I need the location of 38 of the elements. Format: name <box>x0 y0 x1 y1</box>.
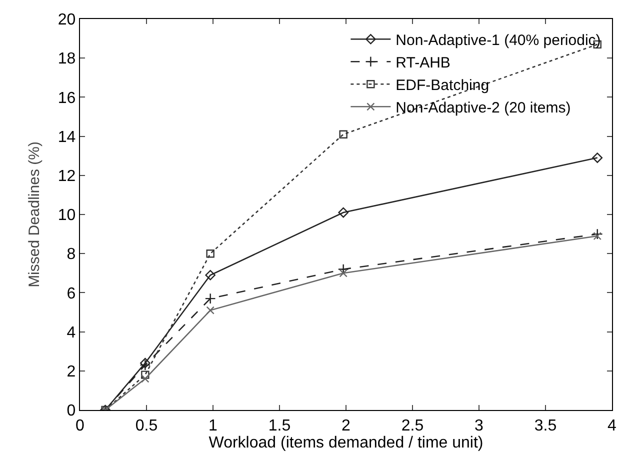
y-tick-label: 0 <box>66 402 76 420</box>
y-tick-label: 14 <box>58 128 76 146</box>
y-tick-label: 2 <box>66 364 76 380</box>
point <box>206 250 214 258</box>
y-tick-label: 12 <box>58 168 76 185</box>
x-axis-title: Workload (items demanded / time unit) <box>208 434 484 452</box>
point <box>205 270 216 280</box>
point <box>338 264 349 275</box>
point <box>593 232 602 240</box>
point <box>339 130 348 138</box>
point <box>339 269 348 278</box>
point <box>141 374 150 383</box>
x-tick-label: 0.5 <box>135 417 158 434</box>
y-tick-label: 18 <box>58 50 76 68</box>
x-tick-label: 3.5 <box>534 417 557 434</box>
x-tick-label: 4 <box>608 417 617 434</box>
y-tick-label: 6 <box>66 285 76 302</box>
point <box>206 306 214 314</box>
y-tick-label: 4 <box>66 324 76 342</box>
y-tick-label: 8 <box>66 246 76 264</box>
x-tick-label: 3 <box>474 417 484 434</box>
y-tick-label: 16 <box>58 90 76 107</box>
point <box>338 207 348 218</box>
point <box>204 293 216 304</box>
y-axis-title: Missed Deadlines (%) <box>26 142 44 288</box>
point <box>592 152 603 163</box>
point <box>140 360 151 371</box>
x-tick-label: 1.5 <box>268 417 291 434</box>
x-tick-label: 2.5 <box>401 417 424 434</box>
legend-label: RT-AHB <box>396 54 450 72</box>
x-tick-label: 1 <box>208 417 218 434</box>
legend-label: Non-Adaptive-1 (40% periodic) <box>396 32 601 50</box>
y-tick-label: 20 <box>58 12 76 29</box>
x-tick-label: 2 <box>342 417 351 434</box>
point <box>141 370 150 379</box>
point <box>592 228 603 240</box>
point <box>140 358 150 368</box>
y-tick-label: 10 <box>58 207 76 224</box>
